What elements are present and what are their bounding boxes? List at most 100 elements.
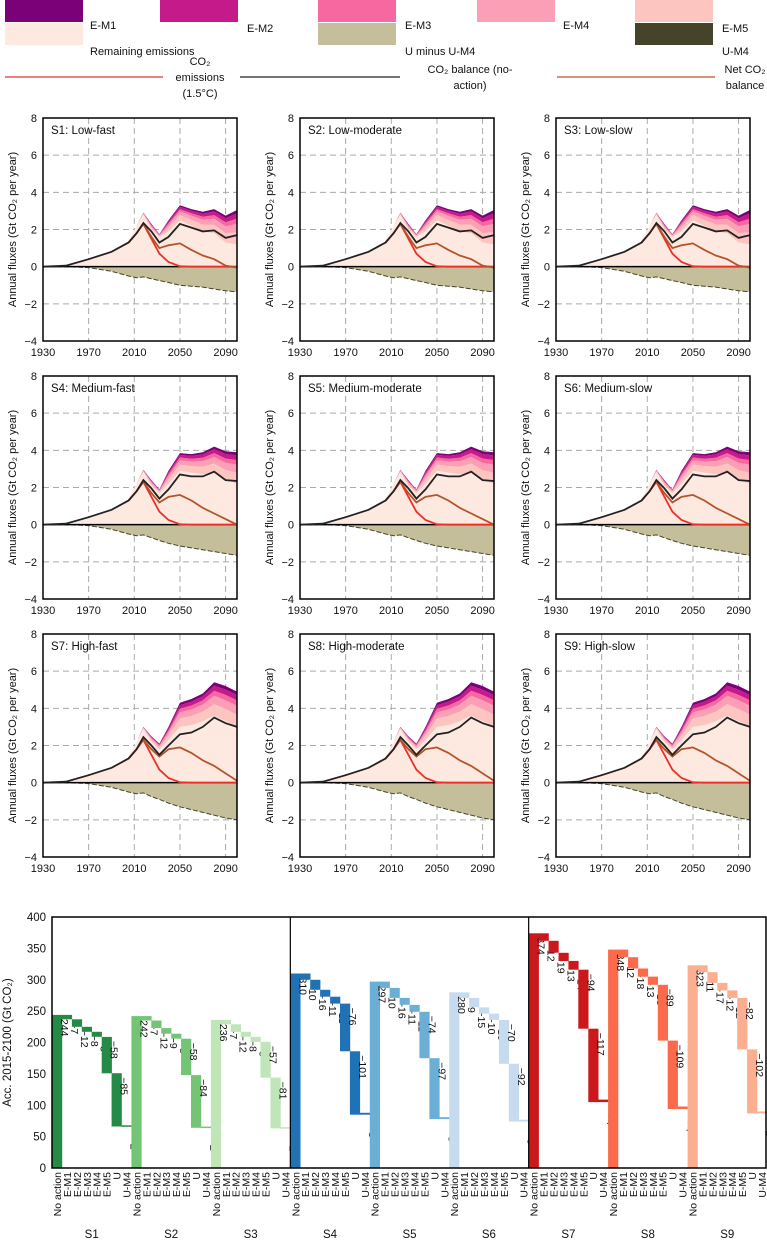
waterfall-bar [757,1111,767,1114]
y-tick-label: 0 [544,778,550,790]
y-tick-label: 0 [31,778,37,790]
y-tick-label: 0 [544,520,550,532]
waterfall-category-label: E-M2 [549,1172,561,1197]
line-u-m4 [556,266,751,293]
area-e-m4 [300,457,494,525]
waterfall-value-label: −12 [78,1030,90,1048]
area-remaining-emissions [43,214,237,267]
waterfall-bar [121,1125,132,1127]
line-co2-balance-no-action [555,221,751,268]
waterfall-category-label: No action [131,1172,143,1217]
panel-title: S9: High-slow [564,641,636,653]
waterfall-bar [608,949,619,1168]
line-u-m4 [300,782,495,821]
y-tick-label: −4 [281,336,294,348]
line-co2-emissions-1-5c [640,738,750,784]
waterfall-y-tick-label: 0 [40,1163,46,1175]
waterfall-value-label: −8 [247,1040,259,1052]
legend-swatch-u-minus-u-m4 [318,23,396,45]
legend-swatch-e-m3 [318,0,396,22]
line-co2-balance-no-action [299,716,495,784]
area-u-minus-u-m4 [43,782,237,820]
line-co2-balance-no-action [555,716,751,784]
waterfall-bar [210,1019,222,1168]
area-e-m1 [43,205,237,267]
waterfall-category-label: U [429,1172,441,1180]
waterfall-category-label: E-M3 [82,1172,94,1197]
y-tick-label: −2 [281,557,294,569]
waterfall-value-label: −82 [743,1002,755,1020]
y-tick-label: 6 [288,408,294,420]
waterfall-bar [250,1036,261,1042]
line-net-co2-balance [655,739,751,782]
x-tick-label: 2090 [213,347,237,359]
y-axis-label: Annual fluxes (Gt CO₂ per year) [264,152,276,307]
waterfall-group-label: S2 [164,1229,178,1241]
waterfall-category-label: E-M5 [658,1172,670,1197]
x-tick-label: 2050 [168,605,192,617]
waterfall-category-label: E-M5 [181,1172,193,1197]
waterfall-bar [717,982,728,991]
panel-frame [42,633,238,858]
waterfall-bar [707,972,718,983]
x-tick-label: 2010 [122,863,146,875]
waterfall-category-label: U [350,1172,362,1180]
legend-swatch-e-m2 [160,0,238,22]
x-tick-label: 2090 [213,863,237,875]
legend-line-label: action) [453,80,486,92]
area-e-m4 [556,695,750,783]
waterfall-bar [737,997,748,1050]
waterfall-bar [91,1031,102,1037]
waterfall-y-tick-label: 50 [33,1132,46,1144]
waterfall-value-label: 323 [694,969,706,987]
waterfall-bar [498,1019,510,1064]
waterfall-bar [181,1038,192,1076]
waterfall-value-label: −57 [267,1046,279,1064]
x-tick-label: 1930 [544,863,568,875]
waterfall-bar [141,1016,152,1021]
x-tick-label: 1970 [333,863,357,875]
waterfall-category-label: U-M4 [439,1172,451,1198]
waterfall-category-label: No action [529,1172,541,1217]
waterfall-y-tick-label: 150 [27,1069,46,1081]
area-remaining-emissions [43,470,237,525]
y-tick-label: 2 [31,225,37,237]
waterfall-category-label: E-M2 [707,1172,719,1197]
y-tick-label: 6 [544,150,550,162]
legend-line-label: balance [726,80,765,92]
waterfall-category-label: E-M5 [261,1172,273,1197]
waterfall-bar [479,1007,490,1014]
waterfall-bar [598,1099,609,1103]
waterfall-value-label: −58 [187,1043,199,1061]
x-tick-label: 2010 [379,347,403,359]
y-tick-label: 0 [288,520,294,532]
x-tick-label: 1930 [288,347,312,359]
waterfall-category-label: E-M1 [221,1172,233,1197]
legend-label: E-M5 [722,23,748,35]
waterfall-bar [538,933,549,941]
waterfall-y-axis-label: Acc. 2015-2100 (Gt CO₂) [2,978,14,1107]
waterfall-category-label: U [668,1172,680,1180]
line-u-m4 [556,524,751,556]
waterfall-bar [52,1014,63,1168]
waterfall-bar [449,992,460,1168]
y-tick-label: 8 [31,113,37,125]
y-tick-label: 4 [544,703,550,715]
y-tick-label: 0 [31,262,37,274]
waterfall-category-label: No action [608,1172,620,1217]
waterfall-bar [71,1019,83,1027]
waterfall-bar [340,1003,351,1052]
waterfall-category-label: E-M2 [72,1172,84,1197]
area-u-minus-u-m4 [300,782,494,820]
waterfall-category-label: U [509,1172,521,1180]
y-tick-label: −2 [24,557,37,569]
waterfall-bar [399,997,410,1005]
waterfall-category-label: E-M1 [62,1172,74,1197]
